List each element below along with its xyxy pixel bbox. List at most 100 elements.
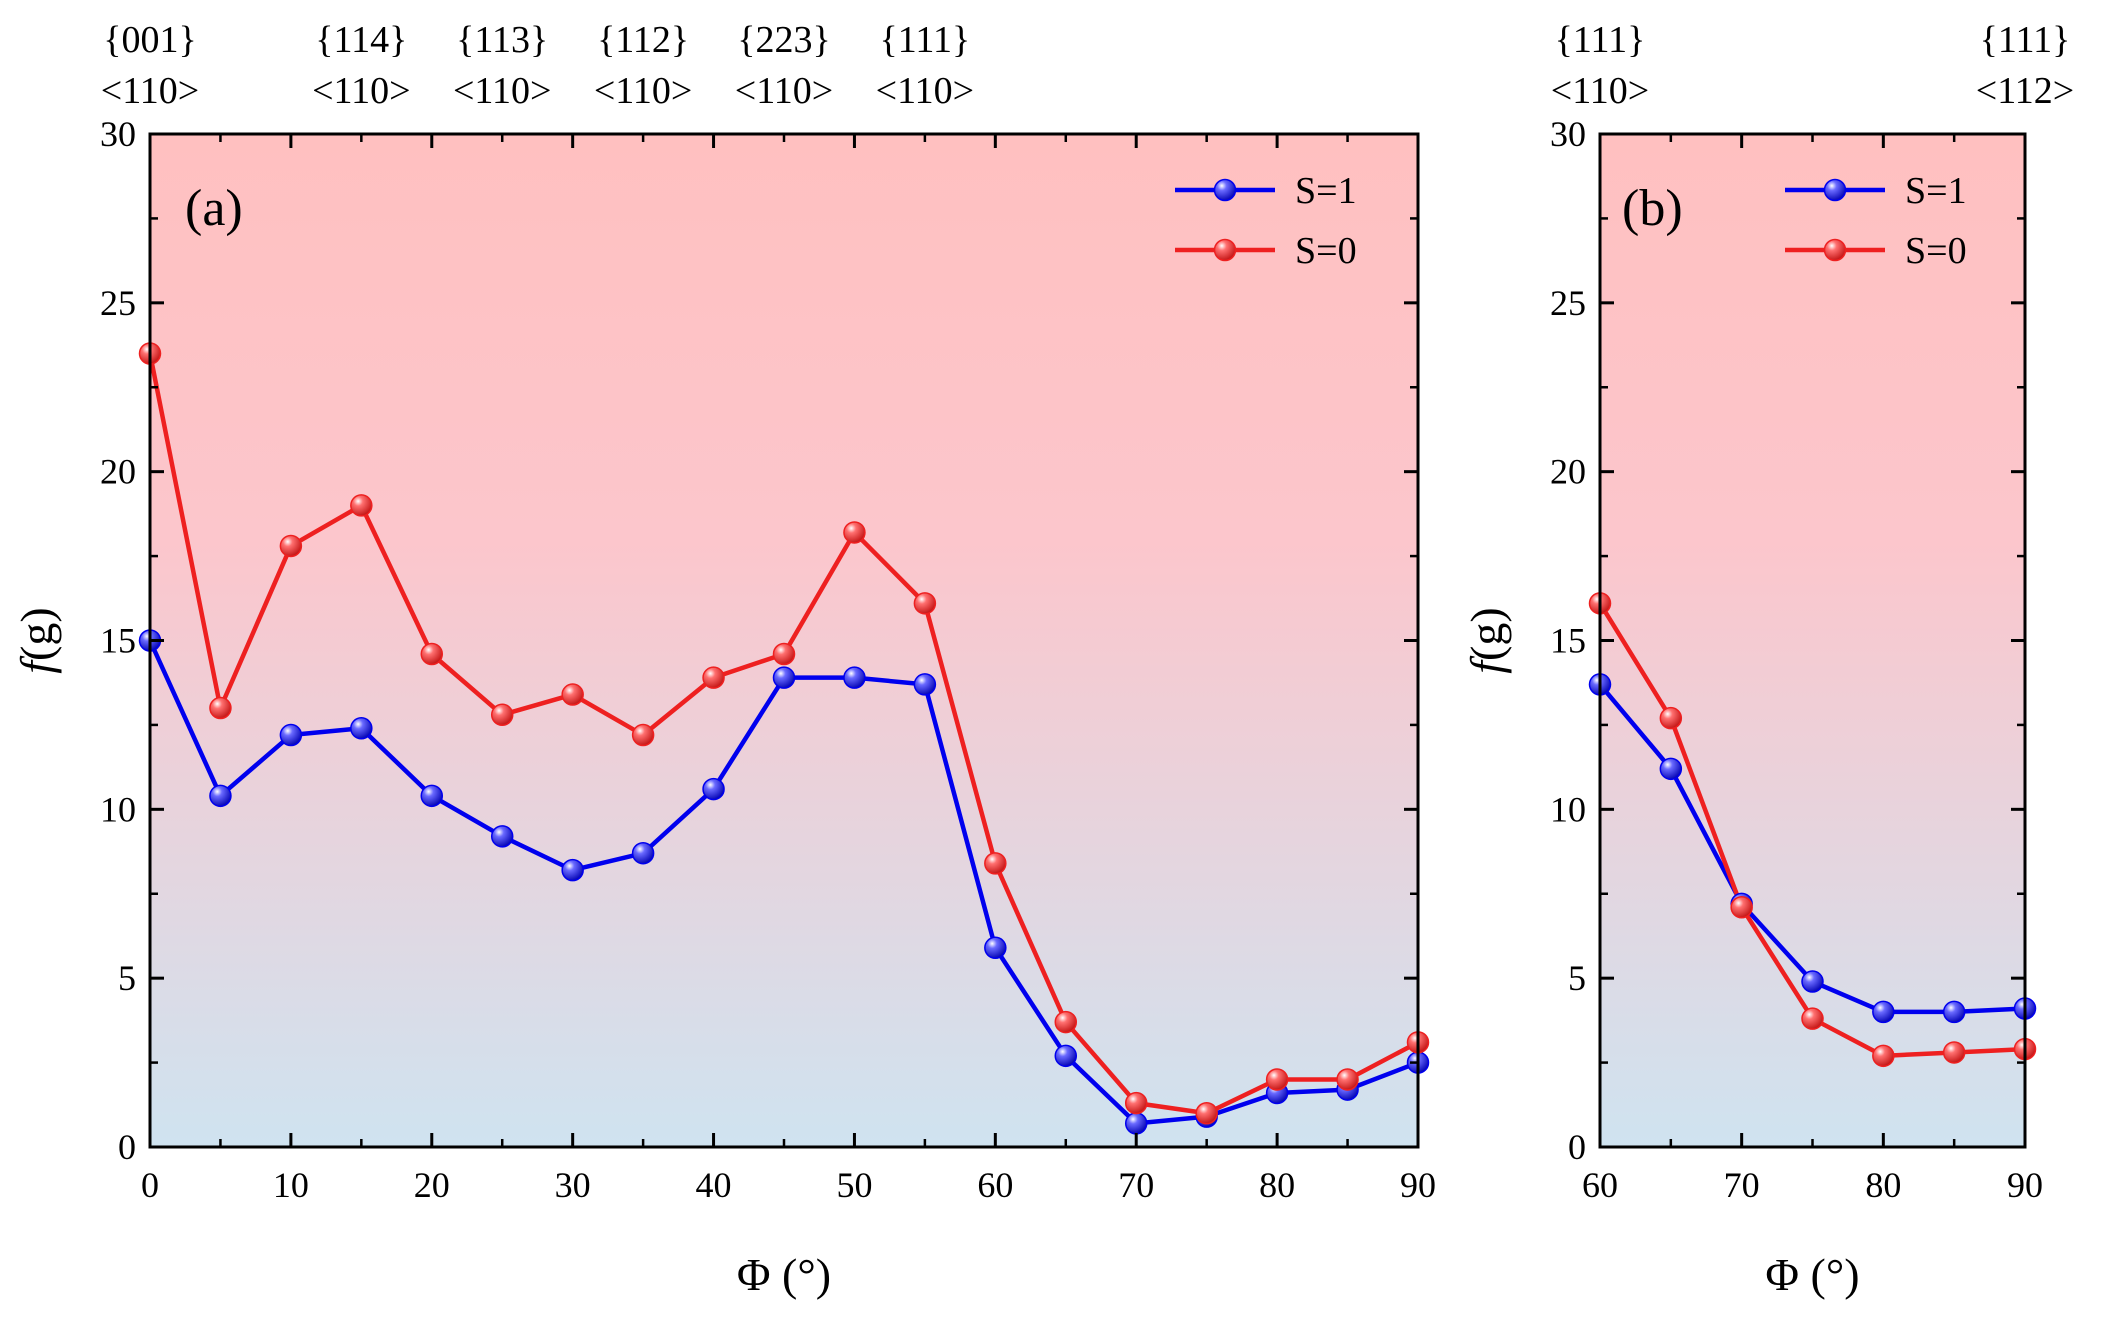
panel-a-orientation-plane: {113} [456, 19, 548, 61]
panel-b-point-s0 [1942, 1041, 1966, 1064]
panel-a-x-tick-label: 80 [1259, 1165, 1295, 1205]
panel-b-legend-label: S=0 [1905, 230, 1967, 272]
panel-a: {001} <110> {114} <110> {113} <110> {112} <110>… [11, 19, 1436, 1300]
panel-b-point-s1 [1942, 1000, 1966, 1024]
panel-b-x-tick-label: 60 [1582, 1165, 1618, 1205]
panel-a-orientation-plane: {112} [597, 19, 689, 61]
panel-b-y-tick-label: 15 [1550, 621, 1586, 661]
panel-a-x-tick-label: 10 [273, 1165, 309, 1205]
panel-b-x-tick-label: 80 [1865, 1165, 1901, 1205]
panel-b-point-s0 [1801, 1007, 1824, 1030]
panel-b-y-tick-label: 25 [1550, 283, 1586, 323]
panel-a-x-axis-title: Φ (°) [737, 1249, 831, 1300]
panel-b-orientation-direction: <110> [1551, 70, 1649, 112]
panel-a-y-tick-label: 5 [118, 958, 136, 998]
panel-b-orientation-plane: {111} [1980, 19, 2071, 61]
panel-a-y-tick-label: 30 [100, 114, 136, 154]
panel-a-point-s1 [772, 666, 796, 689]
panel-b-y-axis-title: f(g) [1461, 607, 1512, 673]
panel-a-point-s0 [913, 592, 937, 615]
panel-a-point-s1 [420, 784, 444, 808]
panel-a-orientation-plane: {111} [880, 19, 971, 61]
panel-a-legend-marker [1213, 238, 1237, 262]
panel-a-point-s0 [561, 683, 584, 706]
panel-a-point-s0 [702, 666, 725, 689]
panel-a-point-s0 [1054, 1010, 1078, 1034]
panel-a-legend-marker [1213, 178, 1237, 202]
panel-a-y-axis-title: f(g) [11, 607, 62, 673]
panel-b-ticks: 60 70 80 90 0 5 10 15 20 25 30 [1550, 114, 2043, 1205]
panel-b-orientation-plane: {111} [1555, 19, 1646, 61]
panel-a-series [138, 342, 1430, 1135]
panel-a-point-s1 [490, 825, 514, 848]
panel-b-point-s1 [1801, 970, 1824, 993]
panel-a-point-s1 [631, 841, 655, 865]
panel-a-point-s1 [843, 666, 866, 689]
panel-a-point-s0 [420, 642, 444, 666]
panel-a-point-s0 [843, 521, 866, 544]
panel-b-legend-marker [1823, 178, 1847, 202]
panel-a-orientation-plane: {223} [737, 19, 830, 61]
panel-b-point-s0 [1730, 896, 1753, 919]
panel-a-point-s1 [350, 717, 373, 740]
panel-a-background [150, 134, 1418, 1147]
panel-a-point-s1 [702, 777, 725, 801]
panel-a-point-s0 [209, 696, 232, 720]
panel-b-y-tick-label: 5 [1568, 958, 1586, 998]
panel-a-orientation-direction: <110> [453, 70, 551, 112]
panel-a-legend-label: S=1 [1295, 170, 1357, 212]
panel-b-label: (b) [1622, 180, 1683, 237]
panel-a-point-s1 [279, 723, 303, 747]
panel-a-orientation-labels: {001} <110> {114} <110> {113} <110> {112} <110>… [101, 19, 974, 112]
panel-b-legend-label: S=1 [1905, 170, 1967, 212]
panel-b-point-s0 [1659, 706, 1683, 730]
panel-a-x-tick-label: 0 [141, 1165, 159, 1205]
panel-a-point-s0 [1336, 1068, 1359, 1091]
panel-b-point-s0 [1872, 1044, 1895, 1068]
panel-b-y-tick-label: 10 [1550, 789, 1586, 829]
panel-a-x-tick-label: 30 [555, 1165, 591, 1205]
panel-a-y-tick-label: 25 [100, 283, 136, 323]
panel-a-orientation-plane: {114} [315, 19, 407, 61]
panel-b-x-axis-title: Φ (°) [1765, 1249, 1859, 1300]
panel-a-point-s0 [1265, 1068, 1289, 1091]
panel-a-point-s1 [1124, 1112, 1148, 1135]
panel-a-x-tick-label: 20 [414, 1165, 450, 1205]
panel-b-legend: S=1S=0 [1785, 170, 1967, 272]
panel-b-orientation-labels: {111} <110> {111} <112> [1551, 19, 2074, 112]
panel-a-point-s0 [1124, 1091, 1148, 1115]
panel-a-point-s0 [772, 642, 796, 666]
panel-b-orientation-direction: <112> [1976, 70, 2074, 112]
panel-a-point-s1 [209, 784, 232, 808]
panel-a-y-tick-label: 15 [100, 621, 136, 661]
panel-a-point-s0 [984, 852, 1007, 875]
panel-b-series [1588, 592, 2037, 1068]
panel-a-y-tick-label: 20 [100, 452, 136, 492]
panel-b: {111} <110> {111} <112> 60 70 80 90 0 5 10 15 20 25 3… [1461, 19, 2074, 1300]
panel-a-point-s0 [490, 703, 514, 727]
panel-a-x-tick-label: 90 [1400, 1165, 1436, 1205]
panel-a-y-tick-label: 10 [100, 789, 136, 829]
panel-a-x-tick-label: 50 [836, 1165, 872, 1205]
panel-a-point-s1 [913, 673, 937, 696]
panel-a-orientation-direction: <110> [101, 70, 199, 112]
panel-a-ticks: 0 10 20 30 40 50 60 70 80 90 0 5 10 15 20 25 30 [100, 114, 1436, 1205]
panel-a-point-s1 [984, 936, 1007, 960]
panel-a-orientation-direction: <110> [735, 70, 833, 112]
panel-b-y-tick-label: 0 [1568, 1127, 1586, 1167]
panel-a-point-s0 [631, 723, 655, 747]
panel-a-point-s0 [1195, 1101, 1218, 1125]
panel-a-orientation-direction: <110> [312, 70, 410, 112]
panel-b-legend-marker [1823, 238, 1847, 262]
panel-a-point-s1 [561, 858, 584, 882]
panel-a-x-tick-label: 40 [696, 1165, 732, 1205]
panel-a-legend: S=1S=0 [1175, 170, 1357, 272]
panel-b-point-s1 [1659, 757, 1683, 781]
panel-a-point-s0 [350, 494, 373, 517]
panel-a-legend-label: S=0 [1295, 230, 1357, 272]
panel-a-point-s1 [1054, 1044, 1078, 1068]
panel-a-orientation-plane: {001} [103, 19, 196, 61]
panel-a-point-s0 [279, 534, 303, 558]
panel-a-orientation-direction: <110> [876, 70, 974, 112]
panel-b-point-s1 [1872, 1000, 1895, 1024]
